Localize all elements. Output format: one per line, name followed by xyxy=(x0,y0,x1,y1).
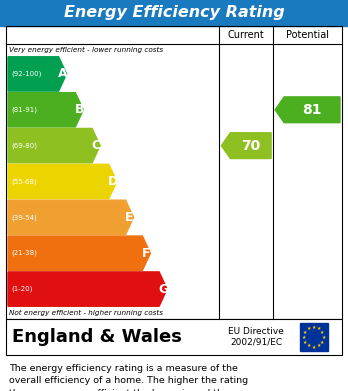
Text: ★: ★ xyxy=(306,343,311,348)
Text: A: A xyxy=(58,67,68,81)
Text: ★: ★ xyxy=(301,334,306,339)
Text: (39-54): (39-54) xyxy=(11,214,37,221)
Text: F: F xyxy=(142,247,151,260)
Text: (21-38): (21-38) xyxy=(11,250,37,256)
Text: Potential: Potential xyxy=(286,30,329,40)
Text: ★: ★ xyxy=(306,326,311,331)
Text: EU Directive
2002/91/EC: EU Directive 2002/91/EC xyxy=(228,327,284,347)
Text: ★: ★ xyxy=(316,343,321,348)
Text: C: C xyxy=(92,139,101,152)
Text: G: G xyxy=(158,283,168,296)
Text: ★: ★ xyxy=(320,330,324,334)
Polygon shape xyxy=(8,57,66,91)
Text: Very energy efficient - lower running costs: Very energy efficient - lower running co… xyxy=(9,47,163,53)
Polygon shape xyxy=(8,272,167,306)
Text: England & Wales: England & Wales xyxy=(12,328,182,346)
Text: The energy efficiency rating is a measure of the
overall efficiency of a home. T: The energy efficiency rating is a measur… xyxy=(9,364,248,391)
Bar xyxy=(6,26,342,319)
Text: (92-100): (92-100) xyxy=(11,71,41,77)
Text: 70: 70 xyxy=(241,139,260,152)
Polygon shape xyxy=(8,93,84,127)
Text: D: D xyxy=(108,175,118,188)
Text: ★: ★ xyxy=(303,330,307,334)
Text: 81: 81 xyxy=(302,103,322,117)
Text: ★: ★ xyxy=(311,344,316,350)
Polygon shape xyxy=(8,236,150,271)
Bar xyxy=(300,323,327,351)
Text: ★: ★ xyxy=(303,339,307,344)
Text: (81-91): (81-91) xyxy=(11,106,37,113)
Text: ★: ★ xyxy=(320,339,324,344)
Text: (69-80): (69-80) xyxy=(11,142,37,149)
Text: ★: ★ xyxy=(311,325,316,330)
Text: (1-20): (1-20) xyxy=(11,286,32,292)
Bar xyxy=(6,319,342,355)
Text: B: B xyxy=(74,103,84,116)
Text: ★: ★ xyxy=(321,334,326,339)
Polygon shape xyxy=(275,97,340,123)
Text: Current: Current xyxy=(228,30,264,40)
Text: Not energy efficient - higher running costs: Not energy efficient - higher running co… xyxy=(9,310,163,316)
Polygon shape xyxy=(8,129,100,163)
Text: E: E xyxy=(125,211,134,224)
Polygon shape xyxy=(8,200,134,235)
Text: ★: ★ xyxy=(316,326,321,331)
Text: Energy Efficiency Rating: Energy Efficiency Rating xyxy=(64,5,284,20)
Polygon shape xyxy=(221,133,271,158)
Text: (55-68): (55-68) xyxy=(11,178,37,185)
Bar xyxy=(0,0,348,26)
Polygon shape xyxy=(8,164,117,199)
